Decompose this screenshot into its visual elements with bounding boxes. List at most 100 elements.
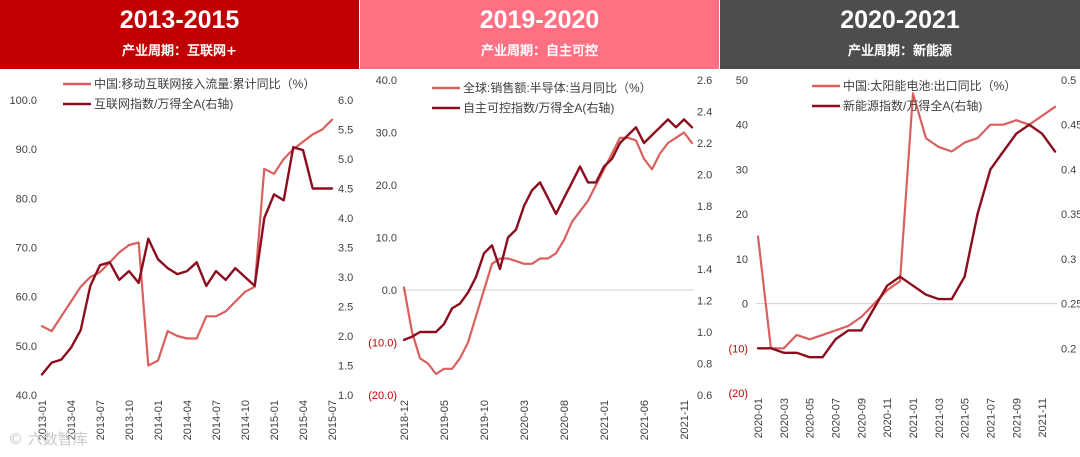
panel-title: 2020-2021 (840, 6, 960, 34)
y2-tick-label: 1.0 (697, 327, 712, 339)
x-tick-label: 2015-04 (298, 400, 310, 440)
y-tick-label: 20.0 (376, 180, 397, 192)
x-tick-label: 2021-06 (639, 400, 651, 440)
y-tick-label: 40 (736, 120, 748, 132)
y-tick-label: 80.0 (16, 193, 37, 205)
series-line-1 (402, 131, 694, 376)
y2-tick-label: 3.0 (338, 272, 353, 284)
x-tick-label: 2013-07 (95, 400, 107, 440)
x-tick-label: 2020-03 (779, 398, 791, 438)
x-tick-label: 2014-07 (211, 400, 223, 440)
y-tick-label: (20) (728, 388, 748, 400)
y2-tick-label: 0.3 (1061, 254, 1076, 266)
y2-tick-label: 6.0 (338, 95, 353, 107)
y-tick-label: 10 (736, 254, 748, 266)
x-tick-label: 2019-10 (479, 400, 491, 440)
x-tick-label: 2014-01 (153, 400, 165, 440)
x-tick-label: 2020-08 (559, 400, 571, 440)
y2-tick-label: 2.6 (697, 75, 712, 87)
y-tick-label: 40.0 (16, 390, 37, 402)
x-tick-label: 2020-01 (753, 398, 765, 438)
x-tick-label: 2021-09 (1011, 398, 1023, 438)
y-tick-label: (10.0) (368, 338, 397, 350)
y-tick-label: 0.0 (382, 285, 397, 297)
x-tick-label: 2013-01 (37, 400, 49, 440)
y2-tick-label: 1.8 (697, 201, 712, 213)
y2-tick-label: 0.35 (1061, 209, 1080, 221)
series-line-1 (40, 118, 334, 367)
legend-label: 自主可控指数/万得全A(右轴) (463, 100, 614, 115)
y-tick-label: 60.0 (16, 292, 37, 304)
y2-tick-label: 4.5 (338, 184, 353, 196)
x-tick-label: 2020-05 (805, 398, 817, 438)
y-tick-label: (10) (728, 343, 748, 355)
chart-svg: 40.0 50.0 60.0 70.0 80.0 90.0 100.0 1.0 1.5 2.0 2.… (9, 76, 353, 440)
y2-tick-label: 4.0 (338, 213, 353, 225)
series-line-2 (40, 145, 334, 376)
y2-tick-label: 1.0 (338, 390, 353, 402)
y2-tick-label: 0.8 (697, 359, 712, 371)
panel-header: 2020-2021 产业周期：新能源 (720, 0, 1080, 69)
y-tick-label: 50 (736, 75, 748, 87)
chart-svg: (20) (10) 0 10 20 30 40 50 0.2 0.25 0.3 0.35 0.4 0.45… (728, 75, 1080, 438)
panel-header: 2013-2015 产业周期：互联网+ (0, 0, 359, 69)
x-tick-label: 2020-09 (856, 398, 868, 438)
y2-tick-label: 1.5 (338, 361, 353, 373)
y-tick-label: 30 (736, 164, 748, 176)
x-tick-label: 2014-04 (182, 400, 194, 440)
x-tick-label: 2021-07 (985, 398, 997, 438)
y2-tick-label: 1.4 (697, 264, 712, 276)
x-tick-label: 2019-05 (439, 400, 451, 440)
y2-tick-label: 5.0 (338, 154, 353, 166)
x-tick-label: 2013-04 (66, 400, 78, 440)
y2-tick-label: 0.4 (1061, 164, 1076, 176)
x-tick-label: 2015-07 (327, 400, 339, 440)
x-tick-label: 2021-11 (1037, 398, 1049, 438)
y2-tick-label: 0.5 (1061, 75, 1076, 87)
panel-subtitle: 产业周期：新能源 (847, 44, 952, 59)
panel-title: 2013-2015 (119, 6, 240, 34)
y-tick-label: 30.0 (376, 128, 397, 140)
y2-tick-label: 1.2 (697, 296, 712, 308)
x-tick-label: 2021-03 (934, 398, 946, 438)
y-tick-label: 0 (742, 299, 748, 311)
series-line-2 (756, 123, 1057, 359)
y2-tick-label: 0.45 (1061, 120, 1080, 132)
y-tick-label: 70.0 (16, 243, 37, 255)
y-tick-label: (20.0) (368, 390, 397, 402)
panel-title: 2019-2020 (479, 6, 600, 34)
series-line-2 (402, 118, 694, 342)
y-tick-label: 50.0 (16, 341, 37, 353)
chart-svg: (20.0) (10.0) 0.0 10.0 20.0 30.0 40.0 0.6 0.8 1.0… (368, 75, 712, 440)
chart-panel-2019-2020: 2019-2020 产业周期：自主可控 (20.0) (10.0) 0.0 10.0 2… (360, 0, 719, 457)
legend-label: 全球:销售额:半导体:当月同比（%） (463, 80, 652, 95)
legend-label: 互联网指数/万得全A(右轴) (94, 96, 233, 111)
y2-tick-label: 1.6 (697, 233, 712, 245)
y2-tick-label: 2.0 (697, 170, 712, 182)
y-tick-label: 40.0 (376, 75, 397, 87)
panel-subtitle: 产业周期：互联网+ (122, 44, 237, 59)
x-tick-label: 2018-12 (399, 400, 411, 440)
x-tick-label: 2021-01 (599, 400, 611, 440)
x-tick-label: 2020-11 (882, 398, 894, 438)
legend-label: 中国:太阳能电池:出口同比（%） (843, 78, 1016, 93)
chart-panel-2013-2015: 2013-2015 产业周期：互联网+ 40.0 50.0 60.0 70.0 80.0… (0, 0, 359, 457)
legend-label: 新能源指数/万得全A(右轴) (843, 98, 982, 113)
series-line-1 (756, 92, 1057, 350)
y2-tick-label: 2.2 (697, 138, 712, 150)
y2-tick-label: 0.25 (1061, 299, 1080, 311)
y-tick-label: 20 (736, 209, 748, 221)
x-tick-label: 2020-03 (519, 400, 531, 440)
x-tick-label: 2020-07 (830, 398, 842, 438)
y2-tick-label: 0.2 (1061, 343, 1076, 355)
x-tick-label: 2021-11 (679, 400, 691, 440)
y-tick-label: 100.0 (9, 95, 37, 107)
panel-header: 2019-2020 产业周期：自主可控 (360, 0, 719, 69)
chart-panel-2020-2021: 2020-2021 产业周期：新能源 (20) (10) 0 10 20 30 40 50 0.… (720, 0, 1080, 457)
x-tick-label: 2014-10 (240, 400, 252, 440)
y-tick-label: 90.0 (16, 144, 37, 156)
y-tick-label: 10.0 (376, 233, 397, 245)
panel-subtitle: 产业周期：自主可控 (480, 44, 598, 59)
x-tick-label: 2015-01 (269, 400, 281, 440)
x-tick-label: 2021-01 (908, 398, 920, 438)
